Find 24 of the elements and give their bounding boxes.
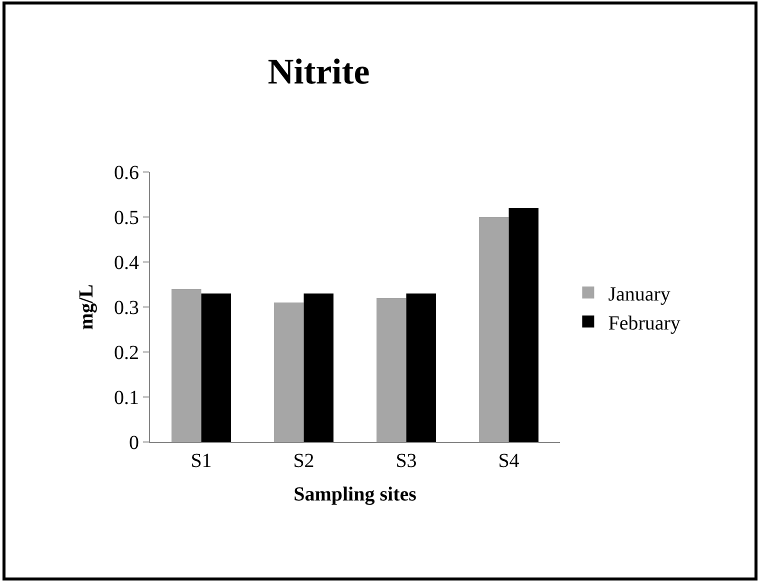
y-tick-label: 0.3 [114,297,139,319]
bar [172,289,202,442]
x-axis-title: Sampling sites [294,484,417,506]
bar [274,302,304,442]
bar [406,294,436,442]
bar [508,208,538,442]
bar [479,217,509,442]
bar [201,294,231,442]
y-tick-label: 0.1 [114,387,139,409]
chart-title: Nitrite [268,51,370,92]
y-axis-title: mg/L [76,284,98,330]
x-tick-label: S2 [293,450,314,472]
x-tick-label: S4 [498,450,520,472]
y-tick-label: 0.5 [114,207,139,229]
y-tick-label: 0.2 [114,342,139,364]
bar [304,294,334,442]
y-tick-label: 0.6 [114,162,139,184]
legend-label: January [608,283,670,306]
x-tick-label: S3 [396,450,417,472]
y-tick-label: 0.4 [114,252,139,274]
legend-label: February [608,312,680,334]
bar [376,298,406,442]
x-tick-label: S1 [190,450,212,472]
y-tick-label: 0 [129,432,139,454]
